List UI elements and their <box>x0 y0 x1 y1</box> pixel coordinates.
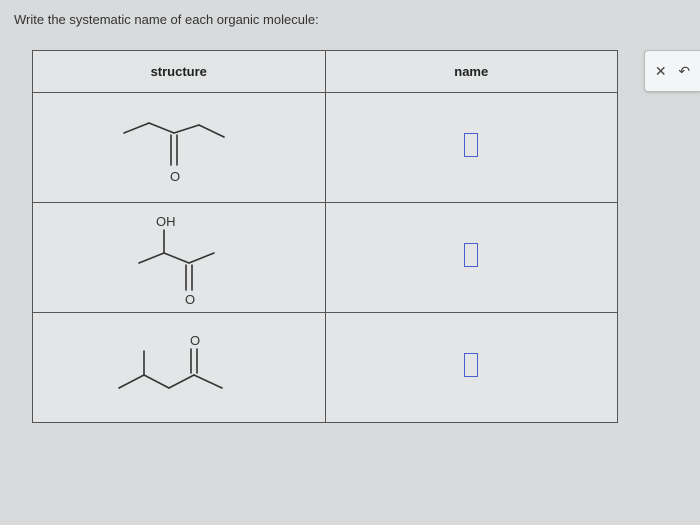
close-icon[interactable]: ✕ <box>651 61 671 81</box>
molecule-table: structure name O OH O O <box>32 50 618 423</box>
svg-text:O: O <box>185 292 195 307</box>
answer-input[interactable] <box>464 353 478 377</box>
answer-input[interactable] <box>464 243 478 267</box>
svg-text:O: O <box>190 333 200 348</box>
prompt-text: Write the systematic name of each organi… <box>14 12 319 27</box>
table-row: O <box>33 93 618 203</box>
structure-cell: OH O <box>33 203 326 313</box>
undo-icon[interactable]: ↶ <box>674 61 694 81</box>
svg-text:O: O <box>170 169 180 184</box>
header-name: name <box>325 51 618 93</box>
structure-cell: O <box>33 93 326 203</box>
header-structure: structure <box>33 51 326 93</box>
table-body: O OH O O <box>33 93 618 423</box>
table-row: O <box>33 313 618 423</box>
side-panel: ✕ ↶ <box>644 50 700 92</box>
name-cell <box>325 313 618 423</box>
name-cell <box>325 203 618 313</box>
table-row: OH O <box>33 203 618 313</box>
answer-input[interactable] <box>464 133 478 157</box>
name-cell <box>325 93 618 203</box>
svg-text:OH: OH <box>156 214 176 229</box>
structure-cell: O <box>33 313 326 423</box>
